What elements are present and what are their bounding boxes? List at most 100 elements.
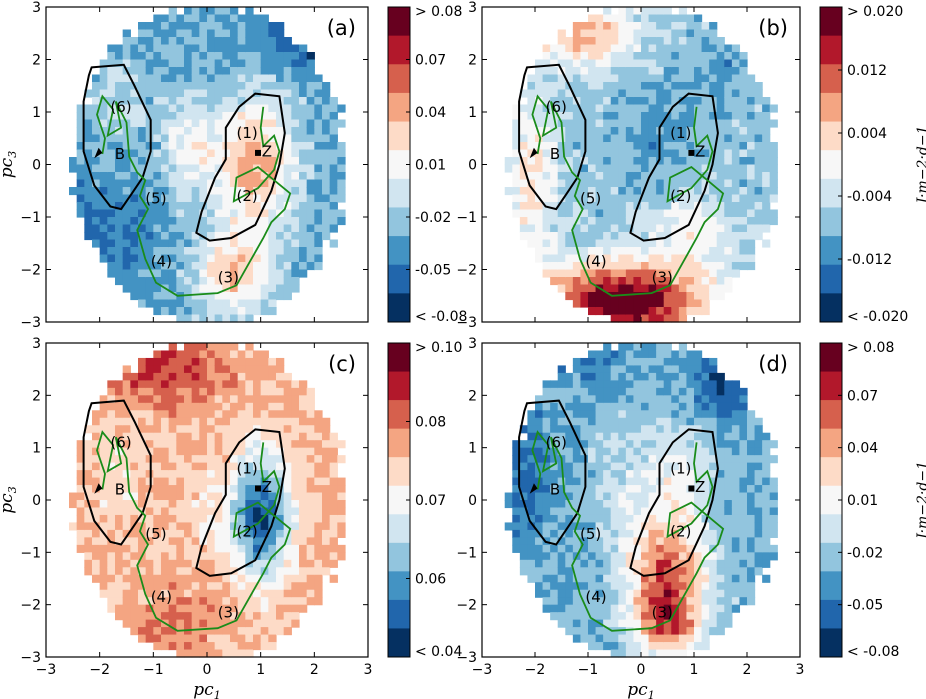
heat-cell	[291, 52, 300, 61]
heat-cell	[724, 380, 733, 389]
region-label: (1)	[670, 124, 691, 142]
heat-cell	[557, 44, 566, 53]
heat-cell	[671, 284, 680, 293]
heat-cell	[678, 67, 688, 76]
heat-cell	[260, 119, 269, 128]
heat-cell	[739, 194, 748, 203]
heat-cell	[701, 365, 710, 374]
heat-cell	[663, 97, 672, 106]
colorbar-swatch	[388, 542, 410, 572]
heat-cell	[580, 239, 589, 248]
heat-cell	[701, 597, 710, 606]
heat-cell	[161, 485, 170, 494]
heat-cell	[572, 37, 582, 46]
heat-cell	[214, 552, 223, 561]
heat-cell	[184, 14, 193, 23]
heat-cell	[603, 365, 612, 374]
heat-cell	[107, 254, 116, 263]
heat-cell	[648, 522, 657, 531]
heat-cell	[731, 597, 741, 606]
heat-cell	[107, 232, 116, 241]
heat-cell	[663, 365, 672, 374]
heat-cell	[633, 649, 642, 658]
heat-cell	[130, 284, 139, 293]
heat-cell	[550, 179, 559, 188]
heat-cell	[663, 627, 672, 636]
heat-cell	[625, 485, 635, 494]
heat-cell	[739, 544, 748, 553]
heat-cell	[168, 552, 177, 561]
heat-cell	[557, 179, 566, 188]
heat-cell	[694, 402, 703, 411]
heat-cell	[557, 395, 566, 404]
heat-cell	[230, 29, 239, 38]
heat-cell	[557, 410, 566, 419]
heat-cell	[92, 537, 101, 546]
heat-cell	[337, 119, 346, 128]
heat-cell	[237, 22, 246, 31]
heat-cell	[245, 372, 254, 381]
heat-cell	[191, 157, 200, 166]
heat-cell	[686, 357, 695, 367]
heat-cell	[138, 179, 147, 188]
heat-cell	[153, 224, 162, 233]
heat-cell	[633, 410, 642, 419]
heat-cell	[678, 440, 688, 449]
heat-cell	[276, 582, 285, 591]
heat-cell	[716, 627, 725, 636]
heat-cell	[610, 574, 619, 583]
heat-cell	[276, 597, 285, 606]
heat-cell	[153, 292, 162, 301]
heat-cell	[322, 425, 331, 434]
heat-cell	[603, 357, 612, 367]
heat-cell	[527, 134, 536, 143]
heat-cell	[329, 179, 338, 188]
heat-cell	[603, 149, 612, 158]
heat-cell	[633, 574, 642, 583]
heat-cell	[731, 462, 741, 471]
heat-cell	[283, 597, 292, 606]
heat-cell	[299, 157, 308, 166]
heat-cell	[253, 477, 262, 486]
heat-cell	[184, 82, 193, 91]
heat-cell	[230, 410, 239, 419]
heat-cell	[535, 127, 544, 136]
heat-cell	[686, 119, 695, 128]
heat-cell	[283, 432, 292, 441]
heat-cell	[207, 522, 216, 531]
heat-cell	[701, 432, 710, 441]
heat-cell	[542, 232, 551, 241]
heat-cell	[84, 559, 93, 568]
heat-cell	[184, 462, 193, 471]
heat-cell	[618, 59, 627, 68]
heat-cell	[739, 552, 748, 561]
heat-cell	[618, 357, 627, 367]
heat-cell	[603, 277, 612, 286]
heat-cell	[122, 537, 131, 546]
heat-cell	[199, 254, 208, 263]
region-label: (2)	[670, 187, 691, 205]
heat-cell	[550, 567, 559, 576]
heat-cell	[161, 224, 170, 233]
heat-cell	[678, 634, 688, 643]
heat-cell	[230, 387, 239, 396]
heat-cell	[671, 29, 680, 38]
heat-cell	[572, 477, 582, 486]
heat-cell	[588, 537, 597, 546]
heat-cell	[694, 447, 703, 456]
heat-cell	[138, 447, 147, 456]
trajectory-label-z: Z	[695, 142, 705, 160]
heat-cell	[253, 500, 262, 509]
heat-cell	[214, 22, 223, 31]
heat-cell	[565, 194, 574, 203]
heat-cell	[76, 500, 85, 509]
heat-cell	[618, 232, 627, 241]
heat-cell	[557, 52, 566, 61]
heat-cell	[724, 574, 733, 583]
heat-cell	[694, 172, 703, 181]
heat-cell	[99, 417, 108, 426]
heat-cell	[138, 582, 147, 591]
heat-cell	[276, 507, 285, 516]
heat-cell	[107, 387, 116, 396]
heat-cell	[237, 14, 246, 23]
